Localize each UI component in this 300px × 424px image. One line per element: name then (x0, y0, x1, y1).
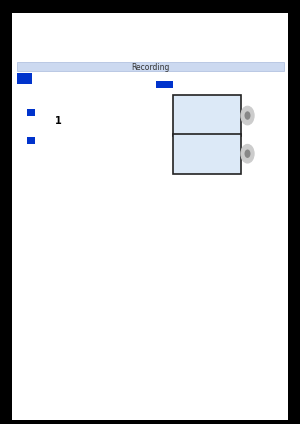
Text: Recording: Recording (131, 63, 169, 73)
Text: 1: 1 (55, 116, 62, 126)
